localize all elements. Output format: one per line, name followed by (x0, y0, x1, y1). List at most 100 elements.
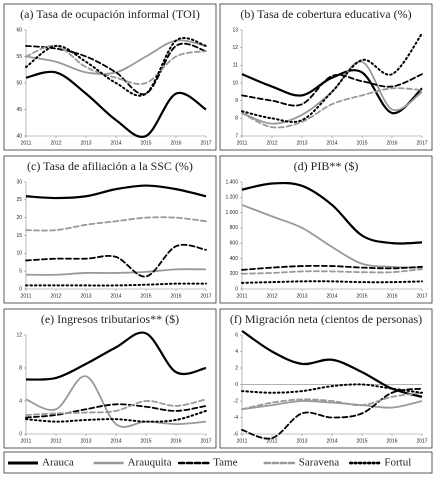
x-tick-label: 2011 (237, 293, 248, 299)
panel-frame (219, 155, 433, 304)
y-tick-label: 25 (16, 197, 22, 203)
y-tick-label: 11 (233, 63, 238, 69)
legend-label: Arauca (42, 457, 74, 469)
x-tick-label: 2012 (50, 293, 61, 299)
series-line (25, 243, 207, 278)
panel-frame (3, 308, 217, 449)
x-tick-label: 2012 (266, 438, 277, 444)
series-line (241, 32, 423, 123)
series-line (25, 409, 207, 423)
x-tick-label: 2015 (140, 293, 151, 299)
panel-title: (f) Migración neta (cientos de personas) (230, 312, 422, 326)
x-tick-label: 2012 (266, 293, 277, 299)
panel-title: (c) Tasa de afiliación a la SSC (%) (27, 159, 193, 173)
y-tick-label: 1.000 (225, 210, 238, 216)
series-line (241, 69, 423, 115)
y-tick-label: 0 (19, 431, 22, 437)
y-tick-label: 55 (16, 54, 22, 60)
x-tick-label: 2015 (140, 140, 151, 146)
y-tick-label: 10 (16, 251, 22, 257)
x-tick-label: 2013 (80, 438, 91, 444)
y-tick-label: 13 (232, 27, 238, 33)
x-tick-label: 2017 (416, 140, 427, 146)
x-tick-label: 2011 (237, 140, 248, 146)
x-tick-label: 2016 (170, 438, 181, 444)
x-tick-label: 2015 (356, 293, 367, 299)
series-line (25, 70, 207, 138)
y-tick-label: 60 (16, 27, 22, 33)
series-line (25, 403, 207, 419)
y-tick-label: 8 (19, 365, 22, 371)
x-tick-label: 2015 (140, 438, 151, 444)
series-line (241, 181, 423, 245)
y-tick-label: 0 (235, 382, 238, 388)
y-tick-label: 4 (235, 349, 238, 355)
x-tick-label: 2013 (80, 293, 91, 299)
series-line (25, 398, 207, 416)
y-tick-label: 50 (16, 80, 22, 86)
series-line (241, 387, 423, 440)
series-line (25, 184, 207, 200)
x-tick-label: 2015 (356, 438, 367, 444)
x-tick-label: 2016 (170, 293, 181, 299)
y-tick-label: 40 (16, 133, 22, 139)
series-line (241, 87, 423, 129)
x-tick-label: 2014 (110, 293, 121, 299)
x-tick-label: 2017 (200, 140, 211, 146)
series-line (241, 60, 423, 125)
y-tick-label: 4 (19, 398, 22, 404)
x-tick-label: 2011 (21, 140, 32, 146)
legend-label: Arauquita (128, 457, 172, 469)
legend-label: Saravena (299, 457, 339, 469)
series-line (25, 282, 207, 287)
x-tick-label: 2013 (296, 438, 307, 444)
x-tick-label: 2011 (237, 438, 248, 444)
x-tick-label: 2017 (416, 293, 427, 299)
y-tick-label: 5 (19, 268, 22, 274)
series-line (241, 280, 423, 284)
x-tick-label: 2011 (21, 438, 32, 444)
series-line (241, 400, 423, 411)
panel-frame (3, 3, 217, 151)
series-line (25, 42, 207, 96)
y-tick-label: 400 (230, 256, 239, 262)
panel-frame (3, 155, 217, 304)
panel-frame (219, 3, 433, 151)
series-line (25, 268, 207, 276)
y-tick-label: 12 (16, 332, 22, 338)
x-tick-label: 2014 (326, 140, 337, 146)
series-line (241, 391, 423, 411)
legend-frame (3, 451, 433, 474)
x-tick-label: 2016 (386, 140, 397, 146)
x-tick-label: 2016 (170, 140, 181, 146)
y-tick-label: -6 (234, 431, 239, 437)
series-line (25, 36, 207, 97)
x-tick-label: 2016 (386, 293, 397, 299)
x-tick-label: 2013 (296, 293, 307, 299)
y-tick-label: -4 (234, 415, 239, 421)
y-tick-label: 2 (235, 365, 238, 371)
series-line (241, 204, 423, 269)
x-tick-label: 2013 (296, 140, 307, 146)
series-line (241, 383, 423, 394)
y-tick-label: 10 (232, 80, 238, 86)
x-tick-label: 2012 (266, 140, 277, 146)
series-line (25, 331, 207, 381)
panel-title: (e) Ingresos tributarios** ($) (41, 312, 179, 326)
y-tick-label: 8 (235, 116, 238, 122)
x-tick-label: 2011 (21, 293, 32, 299)
x-tick-label: 2013 (80, 140, 91, 146)
series-line (241, 268, 423, 275)
legend-label: Fortul (384, 457, 411, 469)
y-tick-label: 9 (235, 98, 238, 104)
series-line (25, 44, 207, 85)
y-tick-label: 20 (16, 215, 22, 221)
x-tick-label: 2016 (386, 438, 397, 444)
y-tick-label: 7 (235, 133, 238, 139)
x-tick-label: 2014 (326, 438, 337, 444)
x-tick-label: 2014 (110, 438, 121, 444)
x-tick-label: 2012 (50, 140, 61, 146)
panel-title: (b) Tasa de cobertura educativa (%) (240, 7, 411, 21)
panel-title: (d) PIB** ($) (294, 159, 359, 173)
